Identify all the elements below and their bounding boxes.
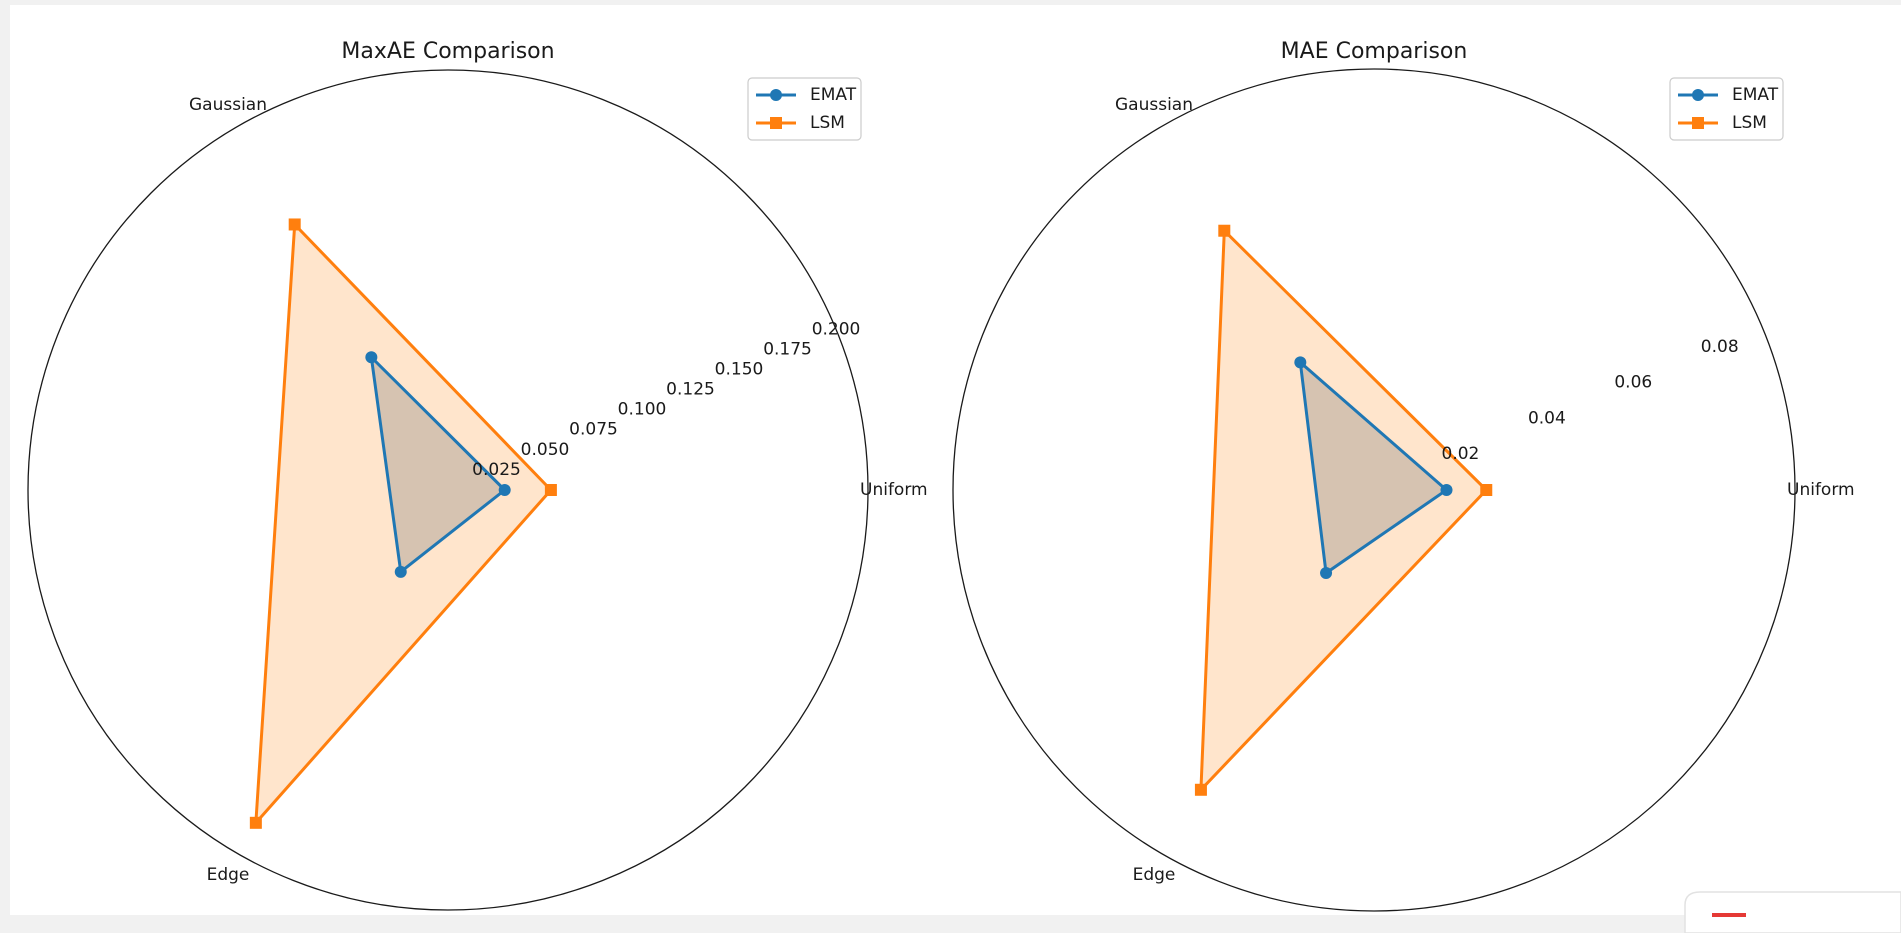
category-label-edge: Edge [1133,865,1176,885]
maxae-radar-chart: MaxAE Comparison Uniform Gaussian Edge 0.025… [27,39,928,911]
category-label-edge: Edge [207,865,250,885]
series-line-emat [369,353,507,575]
legend: EMAT LSM [1669,77,1784,141]
legend-marker-emat [1692,89,1704,101]
radial-tick-label: 0.175 [763,339,812,359]
series-line-lsm [254,220,553,828]
radial-tick-label: 0.150 [715,359,764,379]
data-point-lsm-edge [1194,783,1207,796]
radial-tick-label: 0.050 [521,440,570,460]
series-line-lsm [1199,227,1489,794]
legend-label-emat: EMAT [810,85,857,105]
data-point-emat-gaussian [365,351,378,364]
data-point-lsm-gaussian [1218,224,1231,237]
radial-tick-label: 0.075 [569,420,618,440]
legend-label-lsm: LSM [1732,113,1767,133]
legend-marker-emat [770,89,782,101]
radial-tick-label: 0.100 [618,400,667,420]
radial-tick-label: 0.125 [666,380,715,400]
category-label-uniform: Uniform [860,480,928,500]
category-label-gaussian: Gaussian [1115,95,1193,115]
legend-marker-lsm [1692,117,1704,129]
data-point-lsm-edge [249,816,262,829]
data-point-emat-edge [1320,567,1333,580]
category-label-gaussian: Gaussian [189,95,267,115]
category-label-uniform: Uniform [1787,480,1855,500]
chart-title: MaxAE Comparison [341,39,554,64]
corner-badge [1684,891,1901,933]
legend-label-lsm: LSM [810,113,845,133]
data-point-emat-gaussian [1294,356,1307,369]
polar-spine [27,69,869,911]
series-fill-emat [371,357,505,572]
data-point-emat-edge [394,565,407,578]
data-point-lsm-uniform [544,484,557,496]
radial-tick-label: 0.025 [472,460,521,480]
polar-spine [952,68,1796,912]
radial-tick-label: 0.02 [1442,444,1480,464]
data-point-emat-uniform [498,484,511,496]
radial-tick-label: 0.04 [1528,408,1566,428]
legend: EMAT LSM [747,77,862,141]
series-line-emat [1298,358,1449,576]
series-fill-emat [1300,362,1447,574]
data-point-lsm-uniform [1480,484,1493,496]
data-point-lsm-gaussian [288,218,301,231]
data-point-emat-uniform [1440,484,1453,496]
corner-badge-mark [1712,913,1746,917]
mae-radar-chart: MAE Comparison Uniform Gaussian Edge 0.02 0.0… [952,39,1855,912]
legend-label-emat: EMAT [1732,85,1779,105]
radial-tick-label: 0.200 [812,319,861,339]
radial-tick-label: 0.08 [1701,337,1739,357]
chart-title: MAE Comparison [1281,39,1468,64]
radial-tick-label: 0.06 [1614,373,1652,393]
legend-marker-lsm [770,117,782,129]
